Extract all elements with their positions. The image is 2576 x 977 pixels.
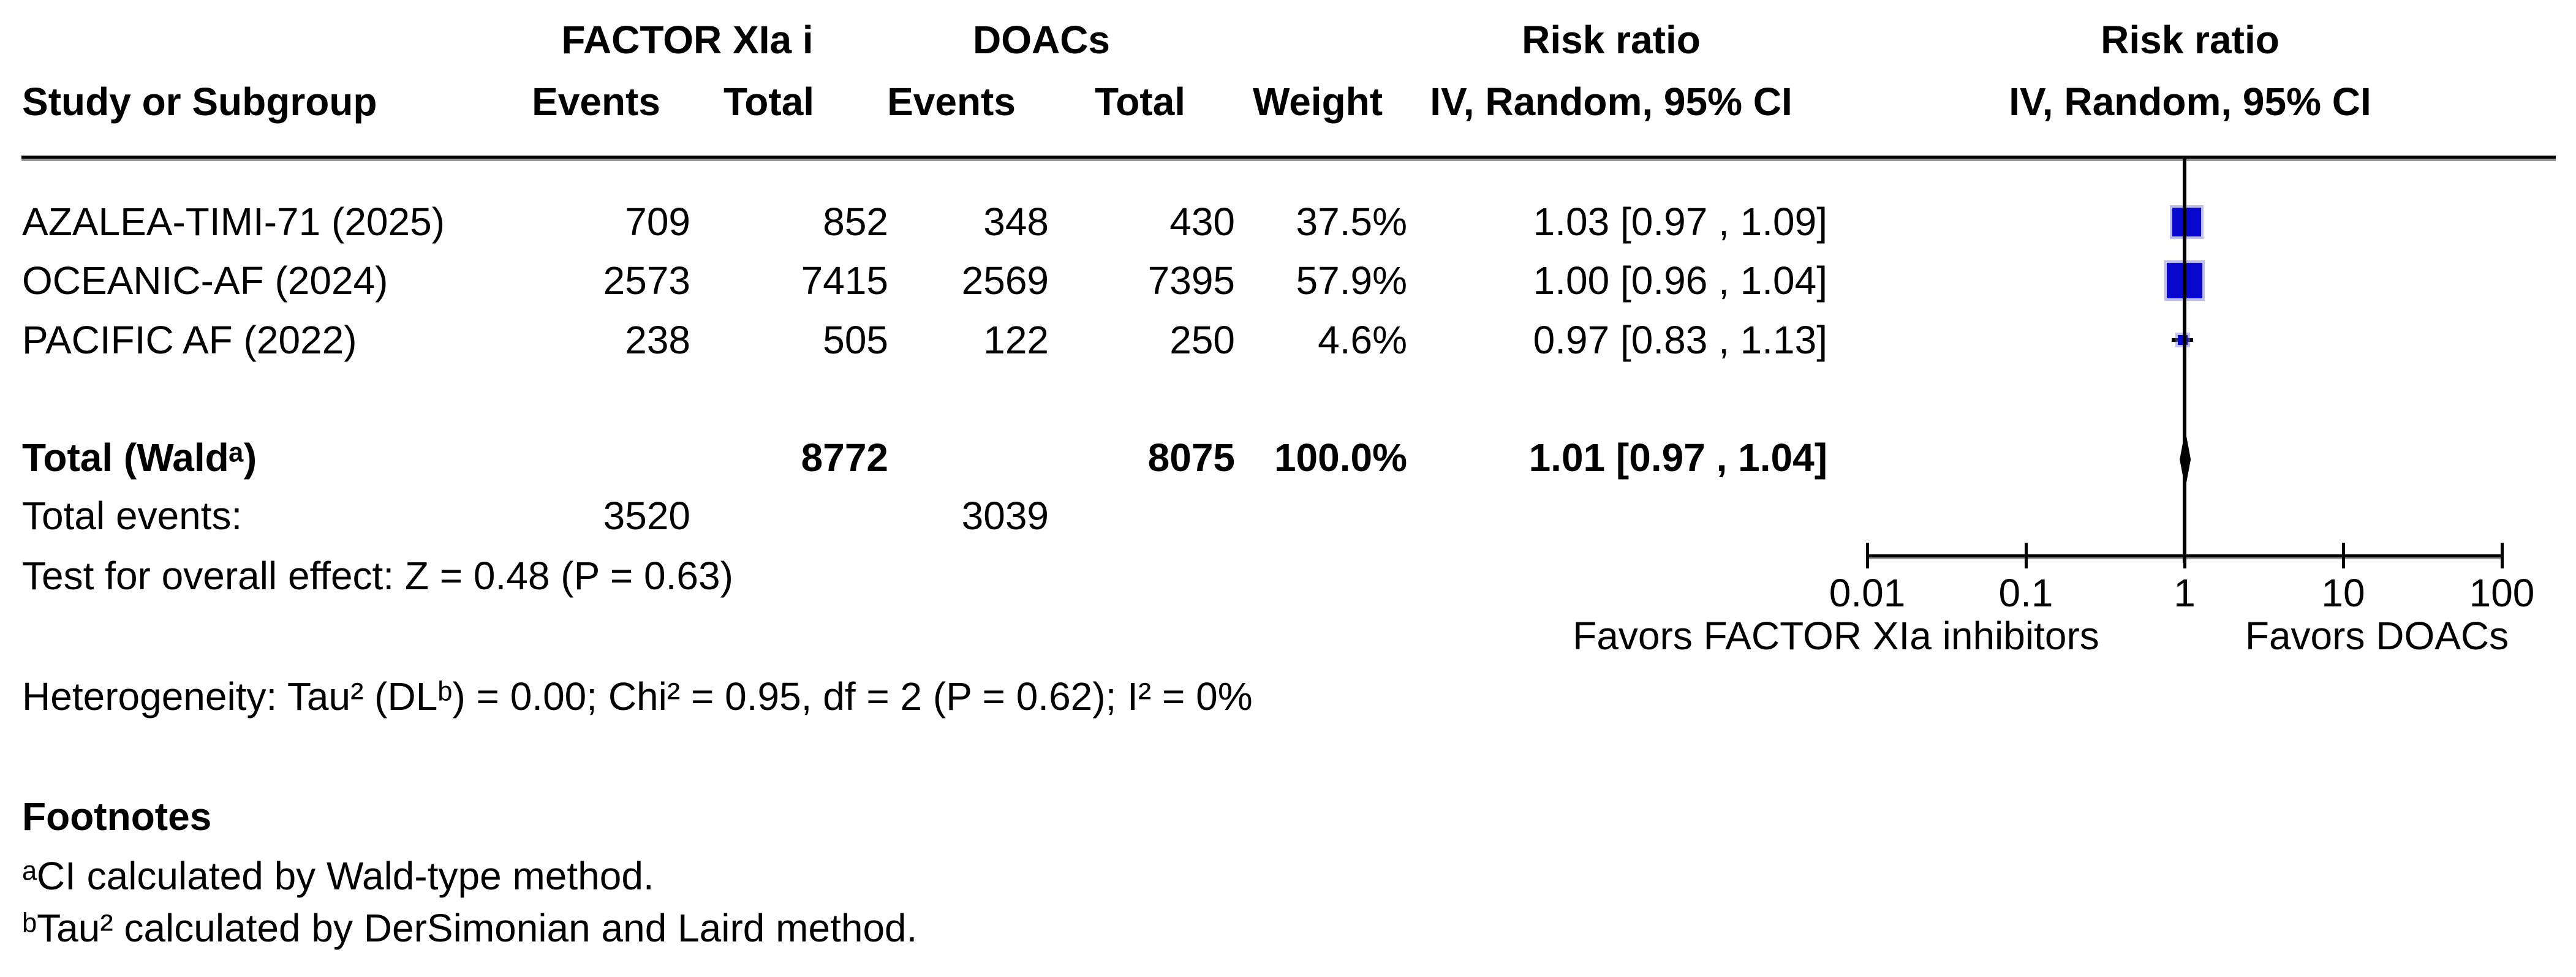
total1-col-header: Total — [723, 80, 815, 124]
study-weight: 57.9% — [1296, 258, 1407, 303]
study-weight: 37.5% — [1296, 200, 1407, 244]
study-name: PACIFIC AF (2022) — [22, 318, 357, 362]
study-total2: 7395 — [1147, 258, 1235, 303]
axis-tick-label: 100 — [2469, 571, 2535, 615]
total-diamond — [2180, 430, 2191, 489]
axis-tick — [2025, 543, 2028, 568]
total-rr-ci: 1.01 [0.97 , 1.04] — [1528, 436, 1827, 480]
study-rr-ci: 0.97 [0.83 , 1.13] — [1533, 318, 1827, 362]
axis-tick — [1866, 543, 1869, 568]
study-events1: 709 — [625, 200, 690, 244]
method-ci-plot-header: IV, Random, 95% CI — [2009, 80, 2371, 124]
weight-col-header: Weight — [1252, 80, 1383, 124]
favors-right-label: Favors DOACs — [2245, 614, 2509, 658]
axis-tick-label: 0.01 — [1829, 571, 1906, 615]
total2-col-header: Total — [1094, 80, 1186, 124]
risk-ratio-text-header: Risk ratio — [1522, 18, 1701, 62]
heterogeneity-stats: Heterogeneity: Tau² (DLᵇ) = 0.00; Chi² =… — [22, 674, 1253, 719]
risk-ratio-plot-header: Risk ratio — [2101, 18, 2279, 62]
study-name: OCEANIC-AF (2024) — [22, 258, 388, 303]
total-total2: 8075 — [1147, 436, 1235, 480]
study-weight: 4.6% — [1318, 318, 1407, 362]
study-total1: 852 — [823, 200, 888, 244]
total-events2: 3039 — [961, 494, 1049, 538]
axis-tick — [2501, 543, 2504, 568]
total-label: Total (Waldᵃ) — [22, 436, 257, 480]
overall-effect-test: Test for overall effect: Z = 0.48 (P = 0… — [22, 554, 733, 598]
study-name: AZALEA-TIMI-71 (2025) — [22, 200, 445, 244]
group2-header: DOACs — [972, 18, 1111, 62]
no-effect-line — [2183, 159, 2186, 563]
study-events1: 2573 — [603, 258, 690, 303]
total-total1: 8772 — [801, 436, 888, 480]
group1-header: FACTOR XIa i — [561, 18, 814, 62]
study-total2: 430 — [1169, 200, 1235, 244]
axis-tick — [2342, 543, 2345, 568]
study-events2: 122 — [983, 318, 1049, 362]
total-events1: 3520 — [603, 494, 690, 538]
study-marker — [2172, 207, 2201, 236]
study-events2: 2569 — [961, 258, 1049, 303]
axis-tick-label: 10 — [2321, 571, 2365, 615]
favors-left-label: Favors FACTOR XIa inhibitors — [1573, 614, 2099, 658]
study-total2: 250 — [1169, 318, 1235, 362]
footnote-a: ᵃCI calculated by Wald-type method. — [22, 854, 654, 898]
method-ci-text-header: IV, Random, 95% CI — [1430, 80, 1792, 124]
study-total1: 505 — [823, 318, 888, 362]
study-rr-ci: 1.00 [0.96 , 1.04] — [1533, 258, 1827, 303]
events2-col-header: Events — [887, 80, 1016, 124]
study-col-header: Study or Subgroup — [22, 80, 377, 124]
footnotes-title: Footnotes — [22, 794, 212, 839]
study-total1: 7415 — [801, 258, 888, 303]
total-events-label: Total events: — [22, 494, 243, 538]
study-events1: 238 — [625, 318, 690, 362]
axis-tick-label: 1 — [2174, 571, 2196, 615]
total-weight: 100.0% — [1274, 436, 1407, 480]
axis-tick-label: 0.1 — [1998, 571, 2053, 615]
study-rr-ci: 1.03 [0.97 , 1.09] — [1533, 200, 1827, 244]
header-rule — [21, 156, 2556, 159]
events1-col-header: Events — [532, 80, 660, 124]
study-events2: 348 — [983, 200, 1049, 244]
footnote-b: ᵇTau² calculated by DerSimonian and Lair… — [22, 906, 918, 950]
